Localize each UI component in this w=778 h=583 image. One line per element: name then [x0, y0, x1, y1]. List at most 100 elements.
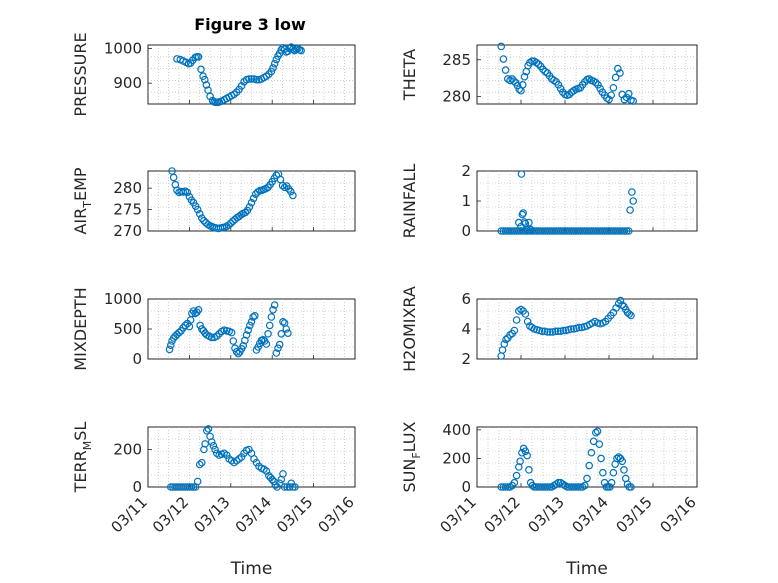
- data-point: [519, 209, 528, 217]
- subplot-h2omixra: 2 4 6 H2OMIXRA: [400, 286, 698, 372]
- data-point: [275, 479, 284, 488]
- data-point: [622, 227, 631, 235]
- data-point: [229, 337, 238, 345]
- data-point: [575, 323, 583, 332]
- data-point: [501, 66, 510, 74]
- data-point: [609, 468, 618, 477]
- data-point: [520, 72, 529, 81]
- data-point: [204, 425, 213, 433]
- data-point: [187, 483, 196, 491]
- data-point: [556, 84, 565, 93]
- data-point: [625, 310, 634, 318]
- data-point: [628, 188, 636, 196]
- y-axis-label: PRESSURE: [71, 32, 90, 116]
- data-point: [282, 325, 291, 333]
- data-point: [202, 81, 211, 89]
- data-point: [227, 219, 235, 228]
- data-point: [195, 460, 204, 469]
- data-point: [289, 191, 297, 200]
- data-point: [206, 92, 214, 101]
- data-point: [270, 59, 279, 68]
- y-tick-label: 4: [461, 320, 471, 338]
- x-tick-label: 03/14: [569, 493, 612, 536]
- data-point: [629, 97, 638, 105]
- x-tick-label: 03/13: [190, 493, 233, 536]
- y-tick-label: 1000: [104, 290, 142, 308]
- data-point: [525, 218, 533, 227]
- data-point: [212, 332, 221, 341]
- y-axis-label: MIXDEPTH: [71, 287, 90, 370]
- y-axis-label: H2OMIXRA: [400, 286, 419, 372]
- subplot-pressure: 900 1000 PRESSURE: [71, 32, 356, 117]
- data-point: [237, 82, 246, 90]
- data-point: [272, 349, 281, 357]
- data-point: [196, 321, 204, 330]
- y-tick-label: 0: [132, 478, 142, 496]
- y-tick-label: 900: [113, 74, 142, 92]
- data-point: [202, 426, 211, 435]
- data-point: [522, 225, 531, 234]
- data-point: [222, 451, 231, 459]
- data-point: [267, 313, 276, 321]
- data-point: [245, 203, 254, 211]
- data-point: [607, 91, 616, 99]
- data-point: [197, 65, 205, 74]
- x-tick-label: 03/16: [657, 493, 700, 536]
- data-point: [554, 478, 563, 487]
- data-point: [585, 461, 594, 470]
- data-point: [624, 227, 633, 235]
- data-point: [224, 221, 233, 229]
- data-point: [247, 317, 256, 326]
- y-tick-label: 0: [132, 350, 142, 368]
- data-point: [271, 481, 280, 489]
- data-point: [525, 466, 533, 474]
- data-point: [513, 81, 522, 90]
- data-point: [497, 42, 506, 51]
- data-point: [591, 428, 600, 437]
- data-point: [526, 225, 535, 234]
- data-point: [247, 198, 256, 207]
- data-point: [237, 453, 246, 461]
- data-point: [273, 483, 281, 491]
- data-point: [502, 335, 510, 344]
- data-point: [200, 75, 209, 84]
- data-point: [593, 427, 602, 436]
- data-point: [269, 64, 277, 72]
- data-point: [616, 69, 624, 77]
- data-point: [620, 227, 629, 235]
- y-axis-label: TERRMSL: [71, 422, 94, 494]
- x-tick-label: 03/15: [273, 493, 316, 536]
- x-tick-label: 03/14: [232, 493, 275, 536]
- y-axis-label: RAINFALL: [400, 164, 419, 239]
- data-point: [500, 340, 509, 348]
- data-point: [609, 83, 618, 92]
- data-point: [539, 65, 547, 74]
- x-axis-label: Time: [230, 559, 273, 579]
- data-point: [189, 483, 198, 491]
- data-point: [207, 438, 216, 446]
- data-point: [545, 483, 554, 491]
- data-point: [523, 317, 532, 326]
- data-point: [193, 477, 202, 486]
- data-point: [175, 328, 183, 337]
- data-point: [270, 301, 279, 309]
- y-axis-label: AIRTEMP: [71, 167, 94, 234]
- data-point: [246, 321, 254, 330]
- data-point: [567, 325, 575, 333]
- y-tick-label: 285: [442, 51, 471, 69]
- data-point: [605, 95, 613, 104]
- data-point: [624, 89, 633, 98]
- data-point: [265, 321, 274, 330]
- data-point: [576, 483, 585, 491]
- data-point: [183, 188, 192, 197]
- data-point: [269, 305, 277, 314]
- y-tick-label: 280: [113, 179, 142, 197]
- data-point: [194, 305, 203, 314]
- data-point: [287, 187, 295, 196]
- subplot-mixdepth: 0 500 1000 MIXDEPTH: [71, 287, 356, 371]
- y-tick-label: 275: [113, 201, 142, 219]
- data-point: [251, 311, 259, 320]
- data-point: [252, 458, 261, 467]
- data-point: [247, 75, 256, 83]
